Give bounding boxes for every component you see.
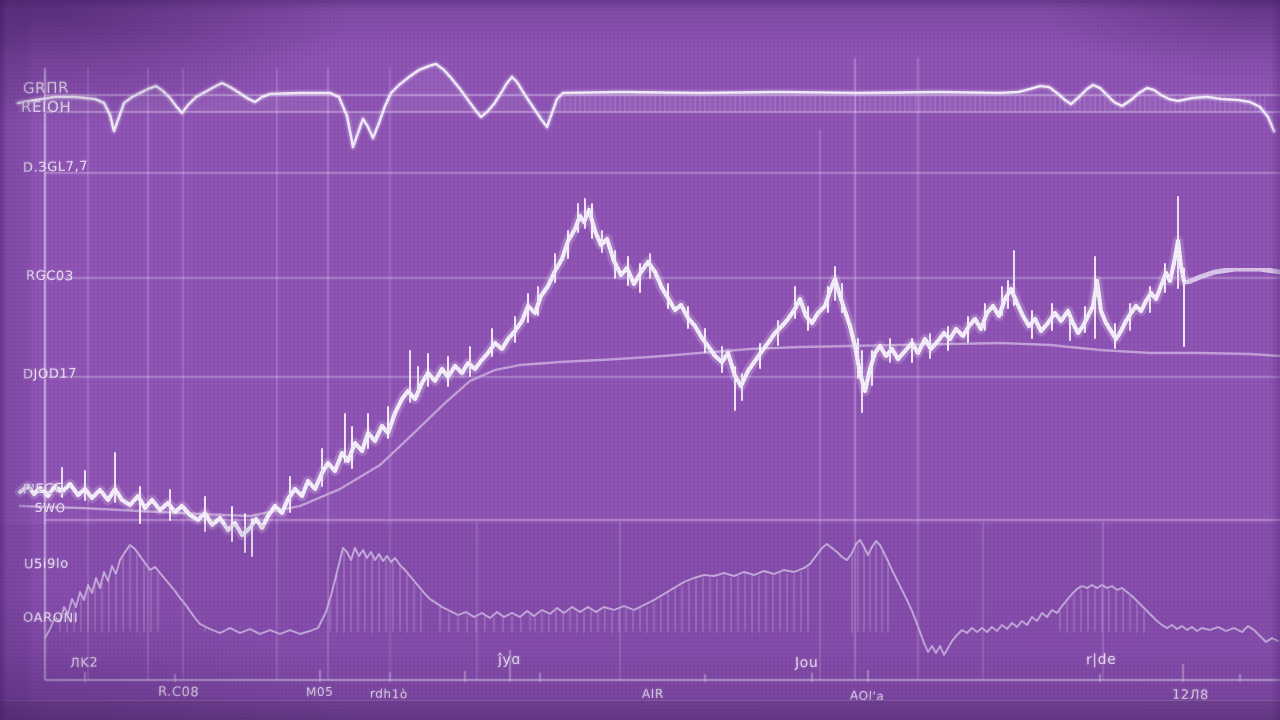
x-axis-label-6: Jou (794, 654, 819, 672)
moving-average (18, 341, 1280, 518)
bottom-border-strip (0, 700, 1280, 720)
volume-hatch (59, 543, 1145, 633)
y-axis-label-0: GRПR (22, 78, 70, 98)
upper-indicator-line-fill (18, 64, 1274, 147)
y-axis-label-5: P'ECC (22, 481, 65, 498)
y-axis-label-4: DJOD17 (22, 366, 78, 383)
ma-band-right (1183, 266, 1280, 286)
x-axis-label-8: r|de (1085, 651, 1117, 669)
x-axis-label-2: M05 (305, 684, 334, 700)
y-axis-label-7: U5i9lo (23, 556, 69, 573)
y-axis-label-3: RGC0З (25, 268, 74, 285)
y-axis-label-6: SWO (34, 500, 66, 516)
price (17, 207, 1187, 538)
x-axis-label-1: R.C08 (157, 684, 200, 701)
x-axis-label-5: AIR (642, 687, 664, 701)
x-axis-label-4: ĵyɑ (497, 651, 522, 669)
y-axis-label-8: OARONI (22, 610, 79, 627)
x-axis-label-0: ЛK2 (69, 655, 99, 672)
y-axis-label-2: D.ЗGL7,7 (22, 159, 89, 176)
y-axis-label-1: REIOH (20, 97, 72, 117)
price-glow (14, 204, 1190, 541)
volume-envelope (44, 539, 1279, 656)
